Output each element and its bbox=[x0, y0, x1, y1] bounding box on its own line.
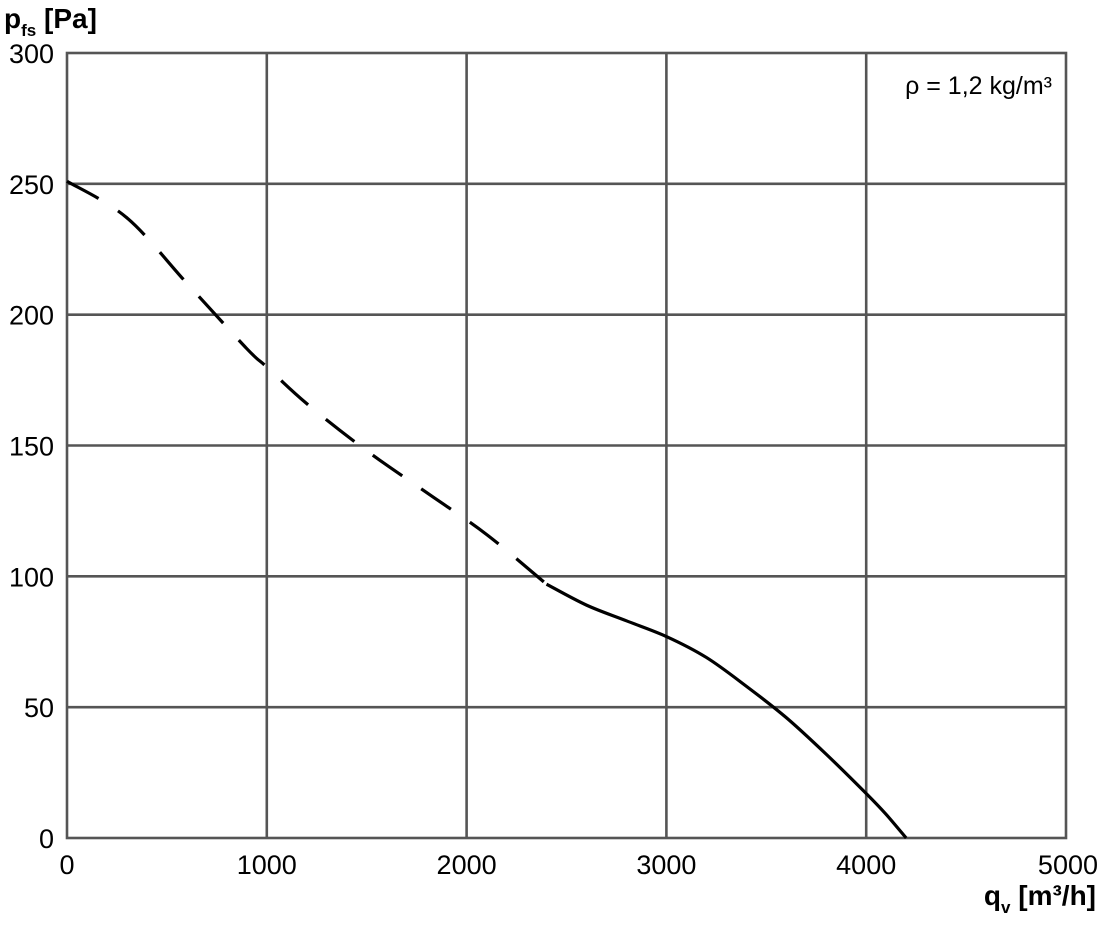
y-tick-label: 300 bbox=[9, 39, 54, 69]
y-tick-label: 250 bbox=[9, 170, 54, 200]
tick-labels: 0 1000 2000 3000 4000 5000 0 50 100 150 200 250 300 bbox=[9, 39, 1098, 880]
x-tick-label: 3000 bbox=[636, 850, 696, 880]
y-tick-label: 0 bbox=[39, 824, 54, 854]
y-tick-label: 200 bbox=[9, 301, 54, 331]
series-layer bbox=[66, 179, 908, 840]
x-tick-label: 2000 bbox=[437, 850, 497, 880]
density-annotation: ρ = 1,2 kg/m³ bbox=[905, 72, 1052, 100]
x-tick-label: 4000 bbox=[836, 850, 896, 880]
y-tick-label: 100 bbox=[9, 562, 54, 592]
x-tick-label: 1000 bbox=[237, 850, 297, 880]
y-tick-label: 150 bbox=[9, 432, 54, 462]
fan-curve-solid bbox=[545, 582, 908, 840]
x-tick-label: 5000 bbox=[1038, 850, 1098, 880]
y-axis-label: pfs [Pa] bbox=[4, 3, 97, 40]
y-tick-label: 50 bbox=[24, 693, 54, 723]
fan-curve-dashed bbox=[66, 179, 548, 586]
x-axis-label: qv [m³/h] bbox=[984, 880, 1096, 917]
x-tick-label: 0 bbox=[59, 850, 74, 880]
grid bbox=[67, 53, 1066, 838]
plot-frame bbox=[65, 51, 1068, 840]
